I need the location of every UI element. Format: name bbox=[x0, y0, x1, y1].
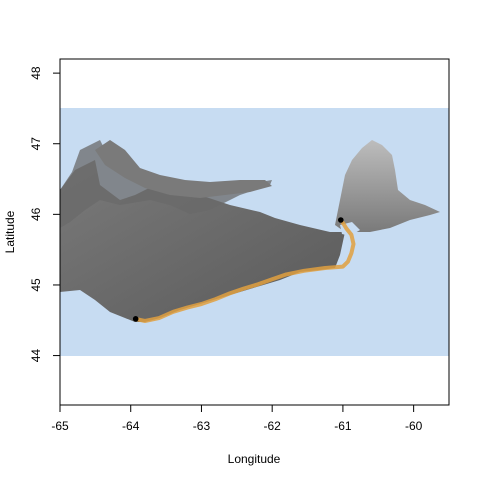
plot-frame bbox=[59, 58, 450, 406]
cape-breton-land bbox=[335, 140, 440, 232]
x-tick-label: -65 bbox=[51, 419, 69, 433]
y-axis-title: Latitude bbox=[3, 210, 17, 253]
map-raster bbox=[60, 108, 449, 356]
y-axis: 44 45 46 47 48 bbox=[29, 66, 60, 362]
route-point-1 bbox=[132, 316, 139, 322]
new-brunswick-land bbox=[60, 108, 272, 228]
x-axis: -65 -64 -63 -62 -61 -60 bbox=[51, 405, 423, 433]
x-tick-label: -63 bbox=[193, 419, 211, 433]
route-track bbox=[133, 220, 356, 323]
x-axis-title: Longitude bbox=[228, 452, 281, 466]
y-tick-label: 45 bbox=[29, 278, 43, 292]
y-tick-label: 44 bbox=[29, 349, 43, 363]
route-point-2 bbox=[337, 217, 344, 223]
pei-land bbox=[95, 140, 272, 198]
y-tick-label: 46 bbox=[29, 207, 43, 221]
x-tick-label: -64 bbox=[122, 419, 140, 433]
x-tick-label: -61 bbox=[334, 419, 352, 433]
x-tick-label: -60 bbox=[405, 419, 423, 433]
x-tick-label: -62 bbox=[264, 419, 282, 433]
y-tick-label: 48 bbox=[29, 66, 43, 80]
y-tick-label: 47 bbox=[29, 137, 43, 151]
route-points bbox=[132, 217, 344, 322]
